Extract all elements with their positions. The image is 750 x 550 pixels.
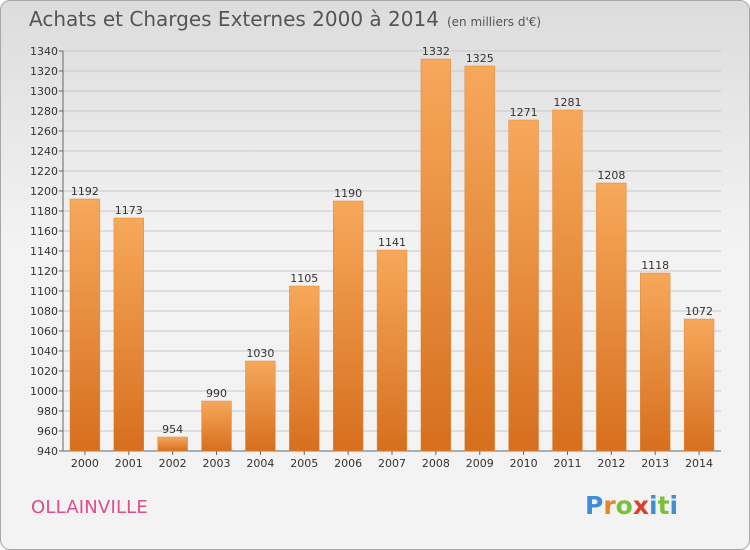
data-label: 1271 [510,106,538,119]
y-tick-label: 1020 [30,365,58,378]
y-tick-label: 1160 [30,225,58,238]
data-label: 990 [206,387,227,400]
x-tick-label: 2006 [334,457,362,470]
bars [69,58,715,452]
y-tick-label: 1120 [30,265,58,278]
logo-letter: x [632,491,649,520]
chart-subtitle: (en milliers d'€) [446,15,542,29]
x-tick-label: 2009 [466,457,494,470]
data-label: 1173 [115,204,143,217]
y-tick-label: 1140 [30,245,58,258]
bar [376,249,408,452]
data-label: 1208 [597,169,625,182]
x-tick-label: 2005 [290,457,318,470]
y-tick-label: 1100 [30,285,58,298]
bar [201,400,232,452]
x-tick-label: 2012 [597,457,625,470]
logo-letter: i [669,491,679,520]
y-tick-label: 960 [37,425,58,438]
y-tick-label: 1280 [30,105,58,118]
x-tick-label: 2010 [510,457,538,470]
proxiti-logo: Proxiti [585,491,678,520]
x-tick-label: 2000 [71,457,99,470]
bar [596,182,627,452]
y-tick-label: 1000 [30,385,58,398]
logo-letter: t [657,491,670,520]
data-label: 1190 [334,187,362,200]
y-tick-label: 1320 [30,65,58,78]
y-tick-label: 1180 [30,205,58,218]
bar [113,217,144,452]
chart-title-text: Achats et Charges Externes 2000 à 2014 [29,7,439,31]
y-tick-label: 1240 [30,145,58,158]
x-tick-label: 2013 [641,457,669,470]
bar [508,119,539,452]
y-tick-label: 1300 [30,85,58,98]
y-tick-label: 980 [37,405,58,418]
bar [157,436,188,452]
data-label: 1141 [378,236,406,249]
bar [683,318,715,452]
y-tick-label: 1060 [30,325,58,338]
x-tick-label: 2007 [378,457,406,470]
logo-letter: o [615,491,633,520]
data-labels: 1192 1173 954 990 1030 1105 1190 1141 1332 1325 12… [71,45,713,436]
data-label: 1332 [422,45,450,58]
data-label: 1281 [553,96,581,109]
bar [69,198,101,452]
chart-title: Achats et Charges Externes 2000 à 2014 (e… [29,7,541,31]
logo-letter: P [585,491,604,520]
bar [464,65,495,452]
x-tick-label: 2008 [422,457,450,470]
x-tick-label: 2014 [685,457,713,470]
y-tick-label: 1220 [30,165,58,178]
data-label: 1072 [685,305,713,318]
data-label: 1030 [246,347,274,360]
x-tick-label: 2002 [159,457,187,470]
x-tick-label: 2003 [203,457,231,470]
x-tick-label: 2004 [246,457,274,470]
y-tick-label: 940 [37,445,58,458]
data-label: 954 [162,423,183,436]
x-tick-label: 2011 [553,457,581,470]
logo-letter: i [649,491,658,520]
data-label: 1105 [290,272,318,285]
bar [552,109,583,452]
bar [640,272,671,452]
bar [332,200,364,452]
y-tick-label: 1040 [30,345,58,358]
bar [245,360,276,452]
logo-letter: r [603,491,616,520]
y-tick-label: 1260 [30,125,58,138]
data-label: 1118 [641,259,669,272]
commune-name: OLLAINVILLE [31,497,148,518]
y-tick-label: 1340 [30,45,58,58]
bar [420,58,452,452]
data-label: 1192 [71,185,99,198]
bar-chart: 940 960 980 1000 1020 1040 1060 1080 1100 1120 114… [30,45,721,470]
bar [289,285,320,452]
y-tick-label: 1080 [30,305,58,318]
x-tick-label: 2001 [115,457,143,470]
y-tick-label: 1200 [30,185,58,198]
data-label: 1325 [466,52,494,65]
